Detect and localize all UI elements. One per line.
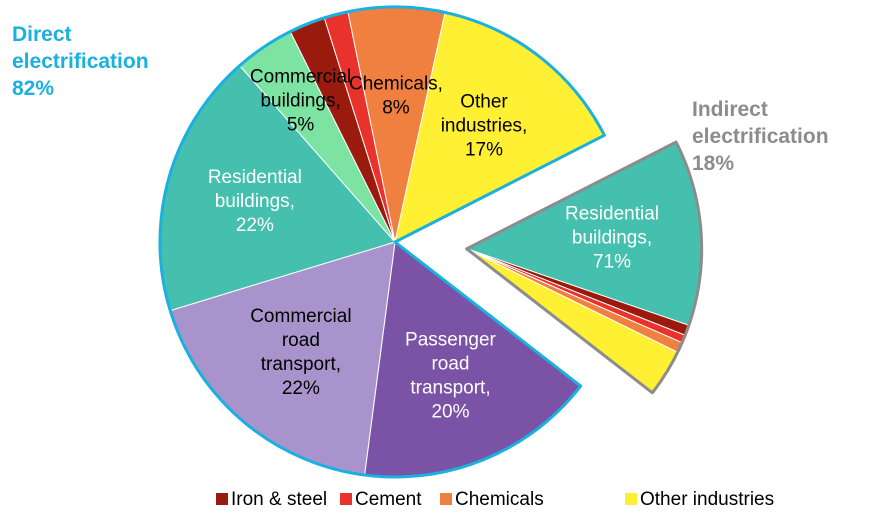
group-outline bbox=[158, 5, 606, 479]
group-label-line: electrification bbox=[692, 125, 829, 148]
legend-swatch bbox=[625, 493, 637, 505]
slice-label: Commercial buildings, 5% bbox=[250, 67, 351, 136]
slice-label: Residential buildings, 71% bbox=[565, 204, 659, 273]
legend-label: Cement bbox=[355, 489, 422, 510]
slice-label-line: industries, bbox=[441, 116, 528, 137]
slice-label-line: buildings, bbox=[572, 228, 652, 249]
slice-label-line: Residential bbox=[208, 167, 302, 188]
slice-label: Chemicals, 8% bbox=[349, 73, 443, 118]
slice-label: Residential buildings, 22% bbox=[208, 167, 302, 236]
slice-label-line: transport, bbox=[261, 354, 341, 375]
slice-value-label: 5% bbox=[287, 115, 315, 136]
slice-label-line: Chemicals, bbox=[349, 73, 443, 94]
group-outline bbox=[465, 140, 704, 395]
group-label: Direct electrification 82% bbox=[12, 23, 149, 100]
slice-value-label: 17% bbox=[465, 140, 503, 161]
slice-label-line: Passenger bbox=[405, 330, 497, 351]
slice-label: Passenger road transport, 20% bbox=[405, 330, 497, 423]
group-label-line: Direct bbox=[12, 23, 72, 46]
legend-label: Other industries bbox=[640, 489, 774, 510]
slice-label-line: Commercial bbox=[250, 67, 351, 88]
slice-value-label: 22% bbox=[282, 378, 320, 399]
slice-label-line: road bbox=[431, 354, 469, 375]
group-label: Indirect electrification 18% bbox=[692, 98, 829, 175]
legend-swatch bbox=[216, 493, 228, 505]
slice-label-line: buildings, bbox=[215, 191, 295, 212]
slice-label-line: road bbox=[282, 330, 320, 351]
group-label-line: Indirect bbox=[692, 98, 768, 121]
legend-label: Chemicals bbox=[455, 489, 544, 510]
slice-label-line: buildings, bbox=[260, 91, 340, 112]
slice-value-label: 22% bbox=[236, 215, 274, 236]
slice-label-line: Commercial bbox=[250, 306, 351, 327]
group-label-line: electrification bbox=[12, 50, 149, 73]
slice-label-line: Other bbox=[460, 92, 508, 113]
slice-label: Other industries, 17% bbox=[441, 92, 528, 161]
slice-value-label: 8% bbox=[382, 97, 410, 118]
slice-value-label: 71% bbox=[593, 252, 631, 273]
legend-swatch bbox=[440, 493, 452, 505]
slice-label: Commercial road transport, 22% bbox=[250, 306, 351, 399]
slice-label-line: transport, bbox=[410, 378, 490, 399]
group-value-label: 18% bbox=[692, 152, 734, 175]
legend-label: Iron & steel bbox=[231, 489, 327, 510]
slice-label-line: Residential bbox=[565, 204, 659, 225]
group-value-label: 82% bbox=[12, 77, 54, 100]
slice-value-label: 20% bbox=[431, 402, 469, 423]
legend-swatch bbox=[340, 493, 352, 505]
